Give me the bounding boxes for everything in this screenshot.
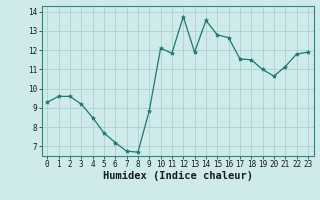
X-axis label: Humidex (Indice chaleur): Humidex (Indice chaleur) <box>103 171 252 181</box>
